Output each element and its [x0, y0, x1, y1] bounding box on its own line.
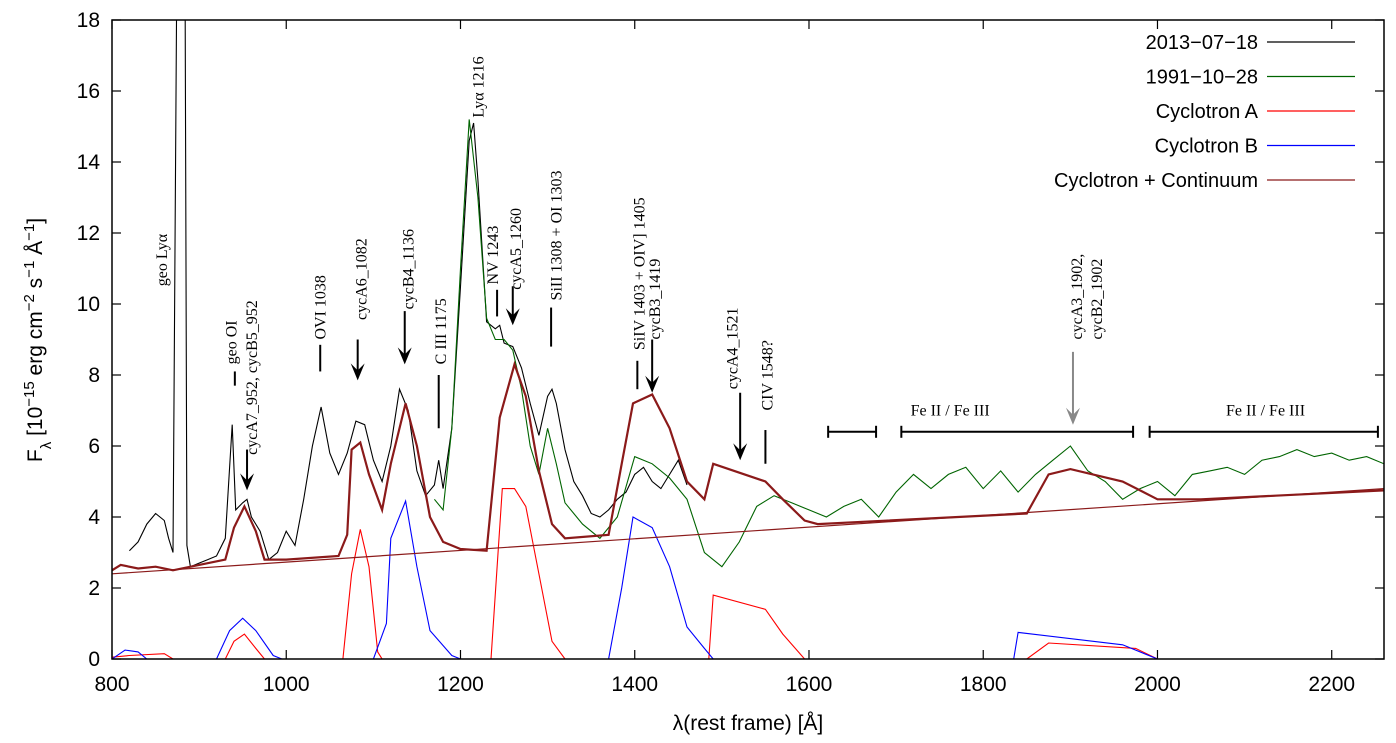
y-tick-label: 8	[88, 364, 100, 387]
y-axis-label-part: −1	[21, 261, 38, 278]
y-tick-label: 14	[77, 151, 101, 174]
x-tick-label: 2000	[1134, 673, 1181, 696]
y-axis-label-part: F	[24, 449, 47, 462]
legend-label: 1991−10−28	[1146, 67, 1258, 89]
x-axis-label: λ(rest frame) [Å]	[673, 712, 824, 735]
arrow-head	[397, 347, 412, 365]
y-axis-label-part: erg cm	[24, 311, 47, 381]
legend-label: Cyclotron + Continuum	[1054, 170, 1258, 192]
annotation-text: Lyα 1216	[470, 56, 487, 117]
annotation-text: cycA6_1082	[354, 238, 371, 320]
annotation-text: cycA7_952, cycB5_952	[244, 300, 261, 455]
annotation-text: cycA4_1521	[725, 307, 742, 389]
range-label: Fe II / Fe III	[911, 403, 990, 420]
plot-area	[112, 20, 1384, 659]
y-tick-label: 12	[77, 222, 100, 245]
annotation-text: cycB2_1902	[1089, 259, 1106, 340]
arrow-head	[1065, 407, 1080, 425]
legend-label: 2013−07−18	[1146, 32, 1258, 54]
y-tick-label: 18	[77, 9, 100, 32]
x-tick-label: 800	[94, 673, 129, 696]
plot-frame	[111, 19, 1385, 660]
y-axis-label-part: s	[24, 278, 47, 294]
x-tick-label: 2200	[1308, 673, 1355, 696]
y-axis-label-part: −15	[21, 381, 38, 406]
annotation-text: C III 1175	[433, 298, 450, 364]
y-tick-label: 0	[88, 648, 100, 671]
arrow-head	[733, 443, 748, 461]
arrow-head	[645, 375, 660, 393]
y-axis-label-part: −1	[21, 224, 38, 241]
y-axis-label-part: −2	[21, 294, 38, 311]
y-tick-label: 6	[88, 435, 100, 458]
arrow-head	[350, 363, 365, 381]
series-line	[112, 488, 1158, 659]
y-axis-label-part: λ	[38, 441, 55, 449]
annotation-text: OVI 1038	[313, 275, 330, 339]
annotation-text: geo Lyα	[154, 233, 171, 286]
legend-label: Cyclotron A	[1156, 101, 1259, 123]
x-tick-label: 1400	[611, 673, 658, 696]
range-label: Fe II / Fe III	[1226, 403, 1305, 420]
series-line	[112, 498, 1158, 659]
annotation-text: SiIV 1403 + OIV] 1405	[631, 197, 648, 350]
annotation-text: geo OI	[224, 320, 241, 364]
series-line	[129, 20, 688, 568]
annotation-text: cycA3_1902,	[1069, 254, 1086, 340]
x-tick-label: 1200	[437, 673, 484, 696]
x-tick-label: 1800	[960, 673, 1007, 696]
y-tick-label: 2	[88, 577, 100, 600]
x-tick-label: 1600	[786, 673, 833, 696]
series-line	[433, 119, 1384, 568]
legend-label: Cyclotron B	[1155, 136, 1258, 158]
annotation-text: cycB4_1136	[401, 229, 418, 309]
arrow-head	[505, 308, 520, 326]
annotation-text: SiII 1308 + OI 1303	[549, 171, 566, 301]
y-axis-label-part: [10	[24, 407, 47, 442]
y-axis-label: Fλ [10−15 erg cm−2 s−1 Å−1]	[21, 218, 55, 462]
x-tick-label: 1000	[263, 673, 310, 696]
annotation-text: NV 1243	[485, 226, 502, 285]
y-tick-label: 4	[88, 506, 100, 529]
annotation-text: cycB3_1419	[647, 259, 664, 340]
annotation-text: cycA5_1260	[508, 208, 525, 290]
continuum-line	[112, 488, 1384, 575]
y-tick-label: 10	[77, 293, 100, 316]
annotation-text: CIV 1548?	[760, 340, 777, 410]
y-axis-label-part: Å	[24, 241, 47, 261]
y-axis-label-part: ]	[24, 218, 47, 224]
y-tick-label: 16	[77, 80, 100, 103]
series-line	[112, 360, 1384, 572]
arrow-head	[240, 473, 255, 491]
